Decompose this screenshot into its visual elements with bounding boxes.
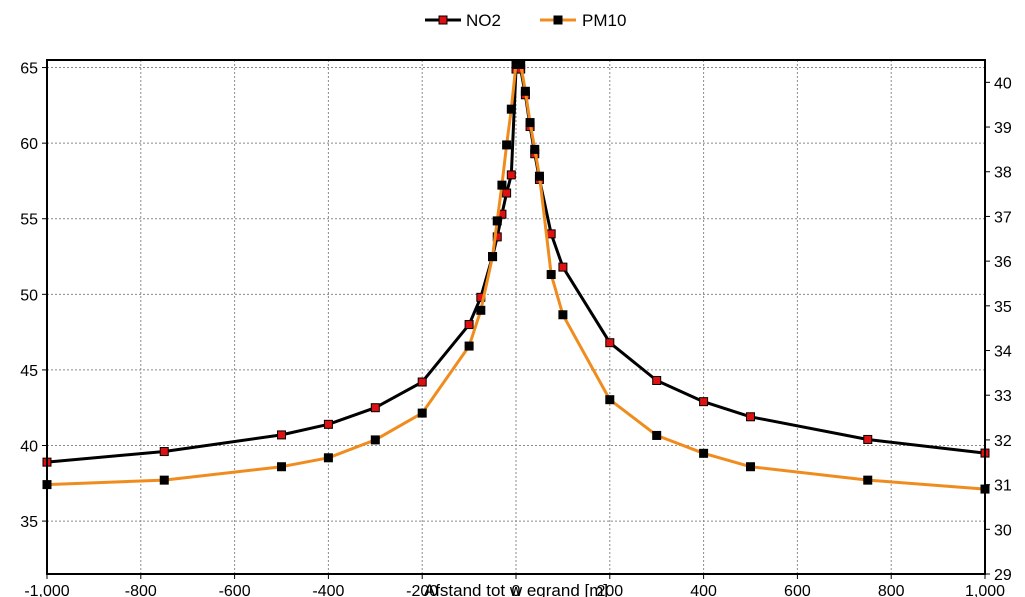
data-point-pm10 <box>417 408 427 418</box>
data-point-pm10 <box>323 453 333 463</box>
grid <box>47 60 985 574</box>
y-right-tick-label: 29 <box>994 567 1012 584</box>
data-point-no2 <box>546 229 556 239</box>
y-right-tick-label: 40 <box>994 75 1012 92</box>
data-point-no2 <box>558 262 568 272</box>
legend: NO2 PM10 <box>425 11 626 30</box>
data-point-pm10 <box>605 395 615 405</box>
data-point-no2 <box>159 447 169 457</box>
data-point-pm10 <box>863 475 873 485</box>
data-point-pm10 <box>476 305 486 315</box>
data-point-pm10 <box>534 171 544 181</box>
y-left-tick-label: 40 <box>20 439 38 456</box>
x-tick-label: -400 <box>312 583 344 597</box>
y-left-tick-label: 65 <box>20 61 38 78</box>
x-tick-label: -1,000 <box>24 583 69 597</box>
data-point-pm10 <box>558 310 568 320</box>
data-point-no2 <box>323 419 333 429</box>
data-point-pm10 <box>516 59 526 69</box>
x-tick-label: 600 <box>784 583 811 597</box>
x-tick-label: 800 <box>878 583 905 597</box>
x-tick-label: 1,000 <box>965 583 1005 597</box>
y-right-tick-label: 38 <box>994 165 1012 182</box>
data-point-no2 <box>746 412 755 422</box>
legend-label-no2: NO2 <box>466 11 501 30</box>
data-point-pm10 <box>506 104 516 114</box>
data-point-no2 <box>652 375 662 385</box>
y-right-tick-label: 31 <box>994 478 1012 495</box>
data-point-pm10 <box>488 252 498 262</box>
data-point-pm10 <box>492 216 502 226</box>
y-right-tick-label: 37 <box>994 209 1012 226</box>
y-left-tick-label: 60 <box>20 136 38 153</box>
y-right-tick-label: 32 <box>994 433 1012 450</box>
data-point-pm10 <box>502 140 512 150</box>
data-point-no2 <box>492 232 502 242</box>
y-left-tick-label: 45 <box>20 363 38 380</box>
axes: -1,000 -800 -600 -400 -200 0 200 400 600 800 1,000… <box>20 61 1012 597</box>
y-right-tick-label: 34 <box>994 344 1012 361</box>
x-tick-label: -600 <box>219 583 251 597</box>
data-point-pm10 <box>159 475 169 485</box>
data-point-pm10 <box>520 86 530 96</box>
x-tick-label: -200 <box>406 583 438 597</box>
data-point-pm10 <box>652 430 662 440</box>
y-right-tick-label: 33 <box>994 388 1012 405</box>
legend-label-pm10: PM10 <box>582 11 626 30</box>
x-tick-label: 400 <box>690 583 717 597</box>
y-right-tick-label: 39 <box>994 120 1012 137</box>
y-left-tick-label: 35 <box>20 514 38 531</box>
data-point-pm10 <box>546 270 556 280</box>
legend-marker-pm10 <box>553 15 563 25</box>
y-left-tick-label: 55 <box>20 212 38 229</box>
data-point-no2 <box>863 434 873 444</box>
y-right-tick-label: 35 <box>994 299 1012 316</box>
data-point-no2 <box>417 377 427 387</box>
data-point-pm10 <box>525 118 535 128</box>
data-point-no2 <box>502 188 512 198</box>
x-tick-label: 200 <box>596 583 623 597</box>
data-point-pm10 <box>699 448 709 458</box>
y-right-tick-label: 30 <box>994 522 1012 539</box>
series <box>42 59 990 494</box>
y-right-tick-label: 36 <box>994 254 1012 271</box>
series-pm10 <box>42 59 990 494</box>
data-point-no2 <box>699 397 709 407</box>
data-point-pm10 <box>464 341 474 351</box>
data-point-no2 <box>464 320 474 330</box>
data-point-no2 <box>506 170 516 180</box>
data-point-no2 <box>277 430 286 440</box>
x-tick-label: -800 <box>125 583 157 597</box>
data-point-pm10 <box>277 462 286 472</box>
legend-marker-no2 <box>438 15 448 25</box>
y-left-tick-label: 50 <box>20 287 38 304</box>
data-point-no2 <box>605 338 615 348</box>
x-tick-label: 0 <box>512 583 521 597</box>
data-point-pm10 <box>530 144 540 154</box>
data-point-pm10 <box>370 435 380 445</box>
data-point-pm10 <box>746 462 755 472</box>
x-axis-label: Afstand tot w egrand [m] <box>424 581 608 597</box>
data-point-no2 <box>370 403 380 413</box>
data-point-pm10 <box>497 180 507 190</box>
